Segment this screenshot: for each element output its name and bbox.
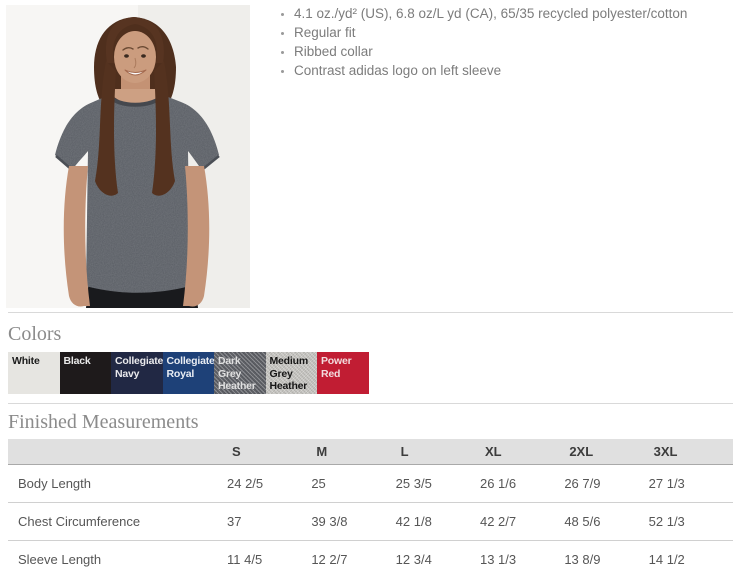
measurement-value: 42 1/8 — [396, 503, 480, 541]
colors-heading: Colors — [8, 324, 733, 344]
color-swatch[interactable]: Dark Grey Heather — [214, 352, 266, 394]
divider-top — [8, 312, 733, 313]
measurement-value: 12 2/7 — [311, 541, 395, 578]
measurement-value: 13 1/3 — [480, 541, 564, 578]
product-photo — [6, 5, 250, 308]
measurement-label-column-header — [8, 439, 227, 465]
measurements-heading: Finished Measurements — [8, 412, 733, 432]
measurement-value: 13 8/9 — [564, 541, 648, 578]
feature-item: Contrast adidas logo on left sleeve — [294, 61, 741, 80]
feature-item: Regular fit — [294, 23, 741, 42]
measurement-row-label: Body Length — [8, 465, 227, 503]
measurement-value: 42 2/7 — [480, 503, 564, 541]
measurement-row-label: Sleeve Length — [8, 541, 227, 578]
measurement-value: 11 4/5 — [227, 541, 311, 578]
color-swatch[interactable]: Collegiate Royal — [163, 352, 215, 394]
feature-item: Ribbed collar — [294, 42, 741, 61]
measurement-value: 52 1/3 — [649, 503, 733, 541]
measurement-value: 25 — [311, 465, 395, 503]
color-swatch[interactable]: Power Red — [317, 352, 369, 394]
measurement-value: 37 — [227, 503, 311, 541]
size-column-header: XL — [480, 439, 564, 465]
color-swatch[interactable]: Collegiate Navy — [111, 352, 163, 394]
measurement-value: 26 7/9 — [564, 465, 648, 503]
measurement-value: 14 1/2 — [649, 541, 733, 578]
size-column-header: M — [311, 439, 395, 465]
feature-item: 4.1 oz./yd² (US), 6.8 oz/L yd (CA), 65/3… — [294, 4, 741, 23]
measurement-row-label: Chest Circumference — [8, 503, 227, 541]
size-column-header: 3XL — [649, 439, 733, 465]
divider-middle — [8, 403, 733, 404]
size-column-header: 2XL — [564, 439, 648, 465]
measurement-value: 25 3/5 — [396, 465, 480, 503]
measurement-value: 24 2/5 — [227, 465, 311, 503]
color-swatch[interactable]: White — [8, 352, 60, 394]
measurement-value: 48 5/6 — [564, 503, 648, 541]
model-illustration — [6, 5, 250, 308]
color-swatch[interactable]: Black — [60, 352, 112, 394]
measurement-value: 12 3/4 — [396, 541, 480, 578]
size-column-header: L — [396, 439, 480, 465]
size-column-header: S — [227, 439, 311, 465]
measurement-value: 26 1/6 — [480, 465, 564, 503]
product-overview-section: 4.1 oz./yd² (US), 6.8 oz/L yd (CA), 65/3… — [0, 0, 741, 312]
measurement-value: 39 3/8 — [311, 503, 395, 541]
measurement-value: 27 1/3 — [649, 465, 733, 503]
color-swatch[interactable]: Medium Grey Heather — [266, 352, 318, 394]
feature-list: 4.1 oz./yd² (US), 6.8 oz/L yd (CA), 65/3… — [277, 4, 741, 80]
